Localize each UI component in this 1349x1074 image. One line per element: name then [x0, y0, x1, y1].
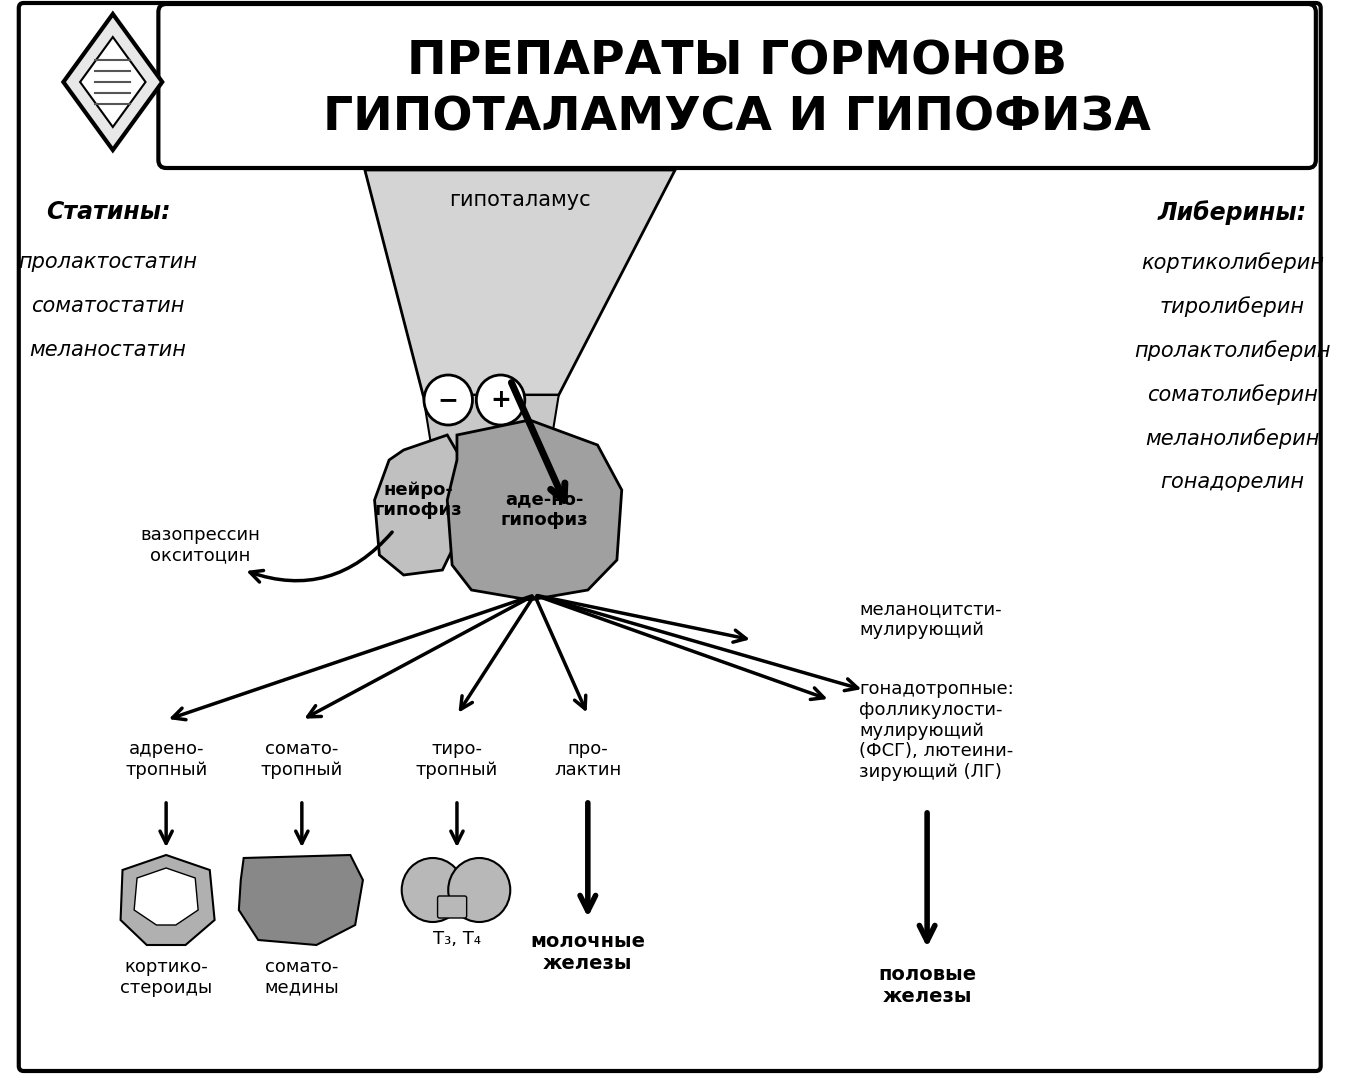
Polygon shape [424, 395, 558, 455]
Circle shape [448, 858, 510, 921]
Text: −: − [437, 388, 459, 412]
Text: про-
лактин: про- лактин [554, 740, 622, 779]
Polygon shape [448, 420, 622, 600]
Polygon shape [239, 855, 363, 945]
Text: аде­но-
гипофиз: аде­но- гипофиз [500, 491, 588, 529]
Text: гонадорелин: гонадорелин [1160, 471, 1304, 492]
Text: ПРЕПАРАТЫ ГОРМОНОВ: ПРЕПАРАТЫ ГОРМОНОВ [407, 40, 1067, 85]
Polygon shape [120, 855, 214, 945]
Text: гипоталамус: гипоталамус [449, 190, 591, 211]
Text: вазопрессин
окситоцин: вазопрессин окситоцин [140, 525, 260, 565]
Text: кортико-
стероиды: кортико- стероиды [120, 958, 212, 997]
Text: кортиколиберин: кортиколиберин [1141, 252, 1323, 273]
FancyBboxPatch shape [437, 896, 467, 918]
Polygon shape [364, 170, 674, 395]
Circle shape [402, 858, 464, 921]
Text: нейро-
гипофиз: нейро- гипофиз [375, 480, 461, 520]
Text: сомато-
медины: сомато- медины [264, 958, 339, 997]
Text: меланостатин: меланостатин [30, 340, 186, 360]
Text: сомато-
тропный: сомато- тропный [260, 740, 343, 779]
Polygon shape [134, 868, 198, 925]
Text: меланолиберин: меланолиберин [1145, 429, 1319, 449]
Text: гонадотропные:
фолликулости-
мулирующий
(ФСГ), лютеини-
зирующий (ЛГ): гонадотропные: фолликулости- мулирующий … [859, 680, 1014, 781]
Polygon shape [63, 14, 162, 150]
Text: тиро-
тропный: тиро- тропный [415, 740, 498, 779]
Text: Либерины:: Либерины: [1157, 200, 1307, 224]
Text: Статины:: Статины: [46, 200, 170, 224]
Text: адрено-
тропный: адрено- тропный [125, 740, 208, 779]
Text: T₃, T₄: T₃, T₄ [433, 930, 482, 948]
Text: соматостатин: соматостатин [31, 296, 185, 316]
Text: пролактостатин: пролактостатин [19, 252, 197, 272]
FancyBboxPatch shape [158, 4, 1315, 168]
Text: ГИПОТАЛАМУСА И ГИПОФИЗА: ГИПОТАЛАМУСА И ГИПОФИЗА [324, 96, 1151, 141]
Circle shape [424, 375, 472, 425]
Text: тиролиберин: тиролиберин [1160, 296, 1304, 317]
FancyBboxPatch shape [19, 3, 1321, 1071]
Text: пролактолиберин: пролактолиберин [1135, 340, 1330, 361]
Text: соматолиберин: соматолиберин [1147, 384, 1318, 405]
Polygon shape [375, 435, 461, 575]
Circle shape [476, 375, 525, 425]
Text: +: + [490, 388, 511, 412]
Text: молочные
железы: молочные железы [530, 932, 645, 973]
Text: меланоцитсти-
мулирующий: меланоцитсти- мулирующий [859, 600, 1002, 639]
Polygon shape [80, 37, 146, 127]
Text: половые
железы: половые железы [878, 966, 977, 1006]
